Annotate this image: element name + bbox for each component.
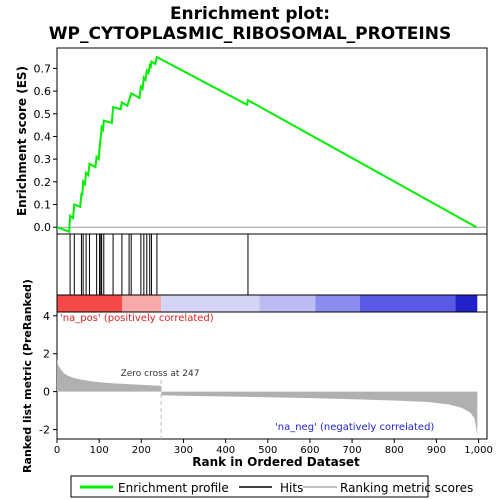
es-y-tick-label: 0.5 — [34, 108, 52, 121]
metric-panel-frame — [56, 311, 488, 440]
metric-y-tick-label: 2 — [43, 348, 50, 361]
es-y-ticks: 0.0 0.1 0.2 0.3 0.4 0.5 0.6 0.7 — [34, 62, 57, 234]
colorbar-segment — [161, 295, 260, 312]
legend: Enrichment profile Hits Ranking metric s… — [70, 475, 473, 498]
metric-x-ticks: 0 100 200 300 400 500 600 700 800 900 1,000 — [54, 439, 493, 456]
x-tick-label: 300 — [174, 445, 193, 456]
metric-y-tick-label: -2 — [39, 424, 50, 437]
ranking-metric-area — [57, 359, 478, 436]
metric-y-tick-label: 4 — [43, 310, 50, 323]
x-axis-label: Rank in Ordered Dataset — [192, 455, 360, 469]
colorbar-segment — [57, 295, 123, 312]
metric-y-tick-label: 0 — [43, 386, 50, 399]
x-tick-label: 700 — [343, 445, 362, 456]
legend-label-ranking-metric: Ranking metric scores — [340, 481, 473, 495]
x-tick-label: 600 — [300, 445, 319, 456]
es-y-tick-label: 0.3 — [34, 153, 52, 166]
x-tick-label: 400 — [216, 445, 235, 456]
x-tick-label: 100 — [90, 445, 109, 456]
positive-correlation-label: 'na_pos' (positively correlated) — [60, 313, 214, 324]
es-y-tick-label: 0.2 — [34, 176, 52, 189]
chart-title-line-2: WP_CYTOPLASMIC_RIBOSOMAL_PROTEINS — [49, 24, 451, 44]
x-tick-label: 0 — [54, 445, 60, 456]
zero-cross-label: Zero cross at 247 — [121, 369, 200, 379]
colorbar-segment — [359, 295, 456, 312]
x-tick-label: 200 — [132, 445, 151, 456]
x-tick-label: 1,000 — [464, 445, 493, 456]
x-tick-label: 500 — [258, 445, 277, 456]
metric-y-axis-label: Ranked list metric (PreRanked) — [21, 279, 34, 473]
chart-title-line-1: Enrichment plot: — [170, 4, 330, 24]
enrichment-profile-line — [56, 55, 477, 234]
es-y-tick-label: 0.1 — [34, 199, 52, 212]
es-y-tick-label: 0.4 — [34, 130, 52, 143]
es-y-tick-label: 0.7 — [34, 62, 52, 75]
legend-label-hits: Hits — [280, 481, 303, 495]
legend-label-enrichment-profile: Enrichment profile — [118, 481, 229, 495]
x-tick-label: 800 — [385, 445, 404, 456]
colorbar-segment — [122, 295, 162, 312]
rank-colorbar — [56, 294, 488, 313]
es-panel-frame — [56, 47, 488, 235]
hits-panel — [56, 233, 488, 296]
negative-correlation-label: 'na_neg' (negatively correlated) — [275, 422, 434, 433]
es-panel: 0.0 0.1 0.2 0.3 0.4 0.5 0.6 0.7 Enrichment scor… — [15, 47, 488, 235]
es-y-tick-label: 0.6 — [34, 85, 52, 98]
x-tick-label: 900 — [427, 445, 446, 456]
metric-y-ticks: 4 2 0 -2 — [39, 310, 57, 437]
metric-panel: Zero cross at 247 'na_pos' (positively c… — [21, 279, 493, 473]
hit-markers — [69, 234, 249, 295]
es-y-tick-label: 0.0 — [34, 221, 52, 234]
colorbar-segment — [315, 295, 360, 312]
es-y-axis-label: Enrichment score (ES) — [15, 66, 29, 216]
colorbar-segments — [57, 295, 478, 312]
colorbar-segment — [259, 295, 316, 312]
colorbar-segment — [455, 295, 478, 312]
